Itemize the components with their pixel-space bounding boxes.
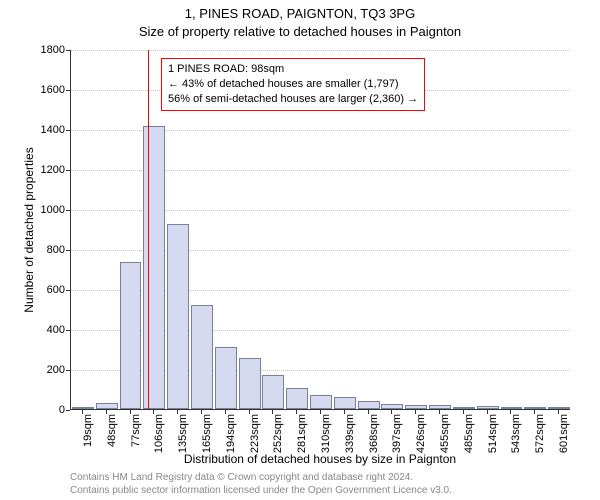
xtick-label: 310sqm	[320, 414, 332, 474]
xtick-label: 543sqm	[510, 414, 522, 474]
xtick-label: 426sqm	[415, 414, 427, 474]
xtick-label: 19sqm	[82, 414, 94, 474]
histogram-bar	[524, 407, 546, 409]
ytick-mark	[66, 170, 70, 171]
chart-subtitle: Size of property relative to detached ho…	[0, 24, 600, 39]
ytick-mark	[66, 330, 70, 331]
xtick-mark	[272, 410, 273, 414]
xtick-label: 252sqm	[272, 414, 284, 474]
attribution-line1: Contains HM Land Registry data © Crown c…	[70, 472, 413, 483]
ytick-label: 1400	[25, 124, 65, 136]
xtick-mark	[344, 410, 345, 414]
annotation-line2: ← 43% of detached houses are smaller (1,…	[168, 77, 418, 92]
xtick-label: 48sqm	[106, 414, 118, 474]
ytick-label: 1200	[25, 164, 65, 176]
xtick-mark	[558, 410, 559, 414]
histogram-bar	[453, 407, 475, 409]
histogram-bar	[286, 388, 308, 409]
annotation-box: 1 PINES ROAD: 98sqm← 43% of detached hou…	[161, 58, 425, 111]
xtick-label: 514sqm	[487, 414, 499, 474]
xtick-label: 601sqm	[558, 414, 570, 474]
xtick-mark	[487, 410, 488, 414]
xtick-mark	[130, 410, 131, 414]
xtick-label: 485sqm	[463, 414, 475, 474]
ytick-mark	[66, 370, 70, 371]
histogram-bar	[120, 262, 142, 409]
xtick-mark	[225, 410, 226, 414]
ytick-label: 800	[25, 244, 65, 256]
xtick-label: 194sqm	[225, 414, 237, 474]
chart-title: 1, PINES ROAD, PAIGNTON, TQ3 3PG	[0, 6, 600, 21]
histogram-bar	[239, 358, 261, 409]
ytick-mark	[66, 90, 70, 91]
grid-line	[71, 50, 570, 51]
xtick-mark	[415, 410, 416, 414]
ytick-mark	[66, 50, 70, 51]
ytick-label: 1800	[25, 44, 65, 56]
ytick-mark	[66, 210, 70, 211]
histogram-bar	[429, 405, 451, 409]
ytick-label: 0	[25, 404, 65, 416]
xtick-mark	[368, 410, 369, 414]
reference-line	[148, 50, 149, 409]
xtick-mark	[320, 410, 321, 414]
xtick-mark	[534, 410, 535, 414]
histogram-bar	[501, 407, 523, 409]
ytick-mark	[66, 130, 70, 131]
annotation-line3: 56% of semi-detached houses are larger (…	[168, 92, 418, 107]
xtick-label: 223sqm	[249, 414, 261, 474]
annotation-line1: 1 PINES ROAD: 98sqm	[168, 62, 418, 77]
xtick-label: 572sqm	[534, 414, 546, 474]
xtick-label: 455sqm	[439, 414, 451, 474]
xtick-label: 281sqm	[296, 414, 308, 474]
histogram-bar	[405, 405, 427, 409]
xtick-label: 397sqm	[391, 414, 403, 474]
xtick-label: 339sqm	[344, 414, 356, 474]
histogram-bar	[334, 397, 356, 409]
ytick-label: 600	[25, 284, 65, 296]
xtick-mark	[463, 410, 464, 414]
histogram-bar	[72, 407, 94, 409]
xtick-mark	[82, 410, 83, 414]
attribution-text: Contains HM Land Registry data © Crown c…	[70, 472, 600, 497]
xtick-label: 368sqm	[368, 414, 380, 474]
ytick-mark	[66, 290, 70, 291]
xtick-mark	[153, 410, 154, 414]
xtick-label: 165sqm	[201, 414, 213, 474]
xtick-mark	[510, 410, 511, 414]
histogram-bar	[215, 347, 237, 409]
xtick-mark	[201, 410, 202, 414]
xtick-label: 135sqm	[177, 414, 189, 474]
ytick-label: 400	[25, 324, 65, 336]
xtick-mark	[249, 410, 250, 414]
xtick-label: 77sqm	[130, 414, 142, 474]
histogram-bar	[96, 403, 118, 409]
xtick-label: 106sqm	[153, 414, 165, 474]
xtick-mark	[177, 410, 178, 414]
plot-area: 1 PINES ROAD: 98sqm← 43% of detached hou…	[70, 50, 570, 410]
ytick-label: 1600	[25, 84, 65, 96]
histogram-bar	[310, 395, 332, 409]
histogram-bar	[358, 401, 380, 409]
histogram-bar	[477, 406, 499, 409]
y-axis-label: Number of detached properties	[22, 50, 36, 410]
ytick-mark	[66, 250, 70, 251]
ytick-label: 200	[25, 364, 65, 376]
xtick-mark	[439, 410, 440, 414]
histogram-bar	[262, 375, 284, 409]
ytick-mark	[66, 410, 70, 411]
histogram-bar	[167, 224, 189, 409]
ytick-label: 1000	[25, 204, 65, 216]
xtick-mark	[296, 410, 297, 414]
xtick-mark	[391, 410, 392, 414]
xtick-mark	[106, 410, 107, 414]
histogram-bar	[381, 404, 403, 409]
attribution-line2: Contains public sector information licen…	[70, 485, 452, 496]
histogram-bar	[191, 305, 213, 409]
histogram-bar	[548, 407, 570, 409]
